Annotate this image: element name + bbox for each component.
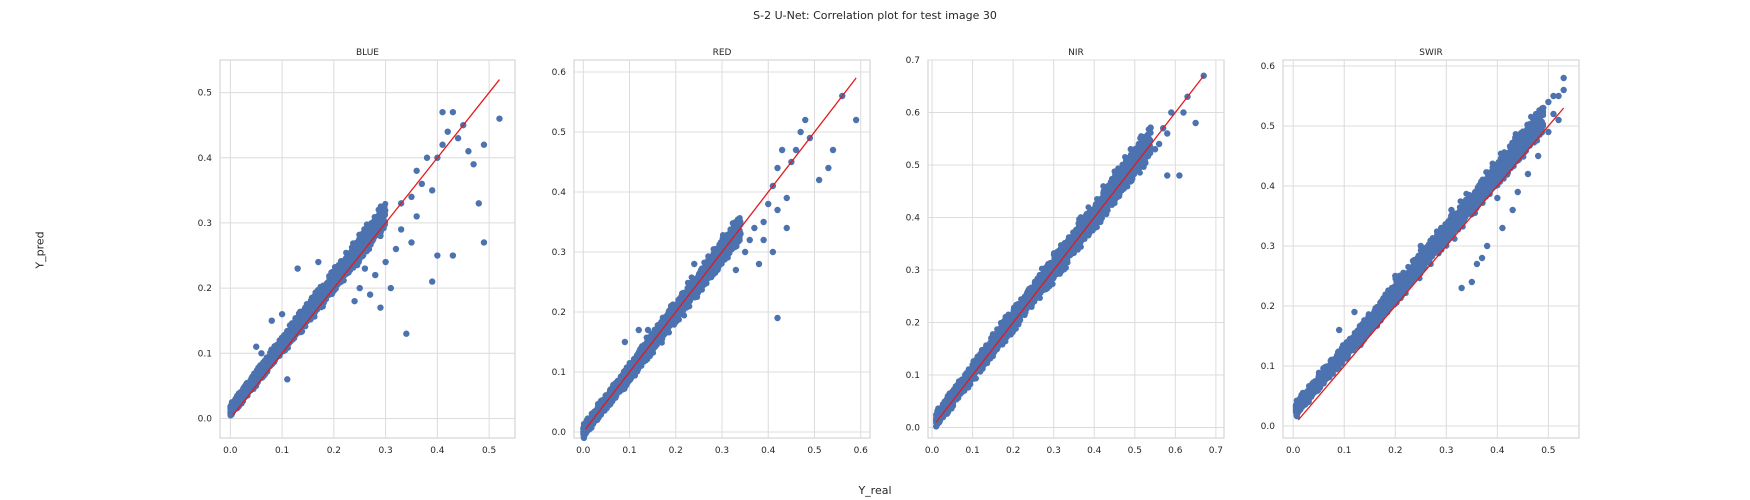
y-tick-label: 0.1 (198, 349, 212, 359)
data-point (253, 343, 260, 350)
data-point (307, 300, 314, 307)
data-point (362, 230, 369, 237)
data-point (418, 180, 426, 188)
data-point (346, 254, 353, 261)
y-tick-label: 0.4 (198, 154, 213, 164)
data-point (434, 252, 441, 259)
data-point (377, 304, 384, 311)
data-point (268, 317, 275, 324)
data-point (351, 297, 358, 305)
data-point (444, 128, 451, 135)
y-tick-label: 0.3 (198, 219, 212, 229)
data-point (372, 271, 379, 279)
y-tick-label: 0.0 (198, 414, 213, 424)
data-point (348, 247, 355, 254)
x-tick-label: 0.4 (430, 446, 445, 456)
data-point (397, 226, 405, 233)
x-tick-label: 0.3 (378, 446, 392, 456)
data-point (228, 405, 235, 412)
data-point (292, 314, 299, 321)
data-point (382, 200, 389, 207)
data-point (408, 193, 415, 201)
y-tick-label: 0.5 (198, 89, 212, 99)
data-point (286, 335, 293, 342)
data-point (369, 223, 376, 230)
data-point (258, 363, 265, 370)
data-point (352, 242, 359, 249)
data-point (264, 357, 271, 364)
data-point (361, 265, 369, 272)
figure-title: S-2 U-Net: Correlation plot for test ima… (753, 9, 997, 22)
data-point (230, 399, 237, 406)
x-tick-label: 0.0 (223, 446, 238, 456)
data-point (454, 135, 462, 142)
data-point (496, 115, 503, 122)
data-point (381, 211, 388, 218)
data-point (356, 231, 363, 238)
data-point (413, 167, 420, 174)
y-tick-label: 0.6 (552, 68, 567, 78)
data-point (449, 108, 457, 116)
x-tick-label: 0.4 (761, 446, 776, 456)
data-point (377, 232, 384, 240)
data-point (428, 278, 436, 285)
data-point (284, 376, 291, 383)
y-tick-label: 0.2 (552, 308, 566, 318)
x-tick-label: 0.5 (482, 446, 496, 456)
data-point (356, 284, 363, 292)
x-tick-label: 0.1 (275, 446, 289, 456)
x-tick-label: 0.2 (669, 446, 683, 456)
data-point (366, 291, 374, 298)
x-tick-label: 0.2 (327, 446, 341, 456)
data-point (271, 343, 278, 350)
data-point (710, 271, 717, 278)
data-point (323, 280, 330, 287)
data-point (413, 213, 420, 220)
data-point (439, 108, 446, 116)
data-point (392, 245, 400, 253)
data-point (312, 297, 319, 304)
data-point (480, 141, 488, 148)
x-tick-label: 0.5 (807, 446, 821, 456)
y-tick-label: 0.1 (552, 368, 566, 378)
y-tick-label: 0.0 (552, 428, 567, 438)
x-tick-label: 0.1 (622, 446, 636, 456)
data-point (278, 310, 286, 318)
data-point (258, 350, 265, 357)
y-tick-label: 0.2 (198, 284, 212, 294)
data-point (470, 161, 477, 168)
subplot-title: BLUE (356, 48, 379, 58)
data-point (423, 154, 431, 161)
subplot-blue: 0.0 0.1 0.2 0.3 0.4 0.5 0.0 0.1 0.2 0.3 0.4 0.5 BLUE (198, 48, 516, 456)
data-point (278, 343, 285, 350)
data-point (403, 330, 410, 337)
data-point (235, 394, 242, 401)
y-tick-label: 0.4 (552, 188, 567, 198)
data-point (382, 258, 389, 266)
x-tick-label: 0.0 (576, 446, 591, 456)
data-point (315, 258, 322, 266)
data-point (294, 265, 301, 272)
data-point (408, 239, 415, 246)
data-point (475, 200, 482, 207)
data-point (307, 307, 314, 314)
data-point (243, 381, 250, 388)
subplot-title: RED (713, 48, 732, 58)
data-point (480, 239, 488, 246)
y-tick-label: 0.3 (552, 248, 566, 258)
x-tick-label: 0.6 (854, 446, 869, 456)
x-axis-label: Y_real (858, 484, 892, 497)
x-tick-label: 0.3 (715, 446, 729, 456)
data-point (312, 290, 319, 297)
subplot-red: 0.0 0.1 0.2 0.3 0.4 0.5 0.6 0.0 0.1 0.2 0.3 0.4 0.5 0… (552, 48, 871, 456)
y-tick-label: 0.5 (552, 128, 566, 138)
data-point (428, 187, 436, 194)
data-point (289, 324, 296, 331)
data-point (387, 284, 394, 292)
data-point (439, 141, 446, 148)
data-point (465, 148, 472, 155)
data-point (449, 252, 457, 259)
